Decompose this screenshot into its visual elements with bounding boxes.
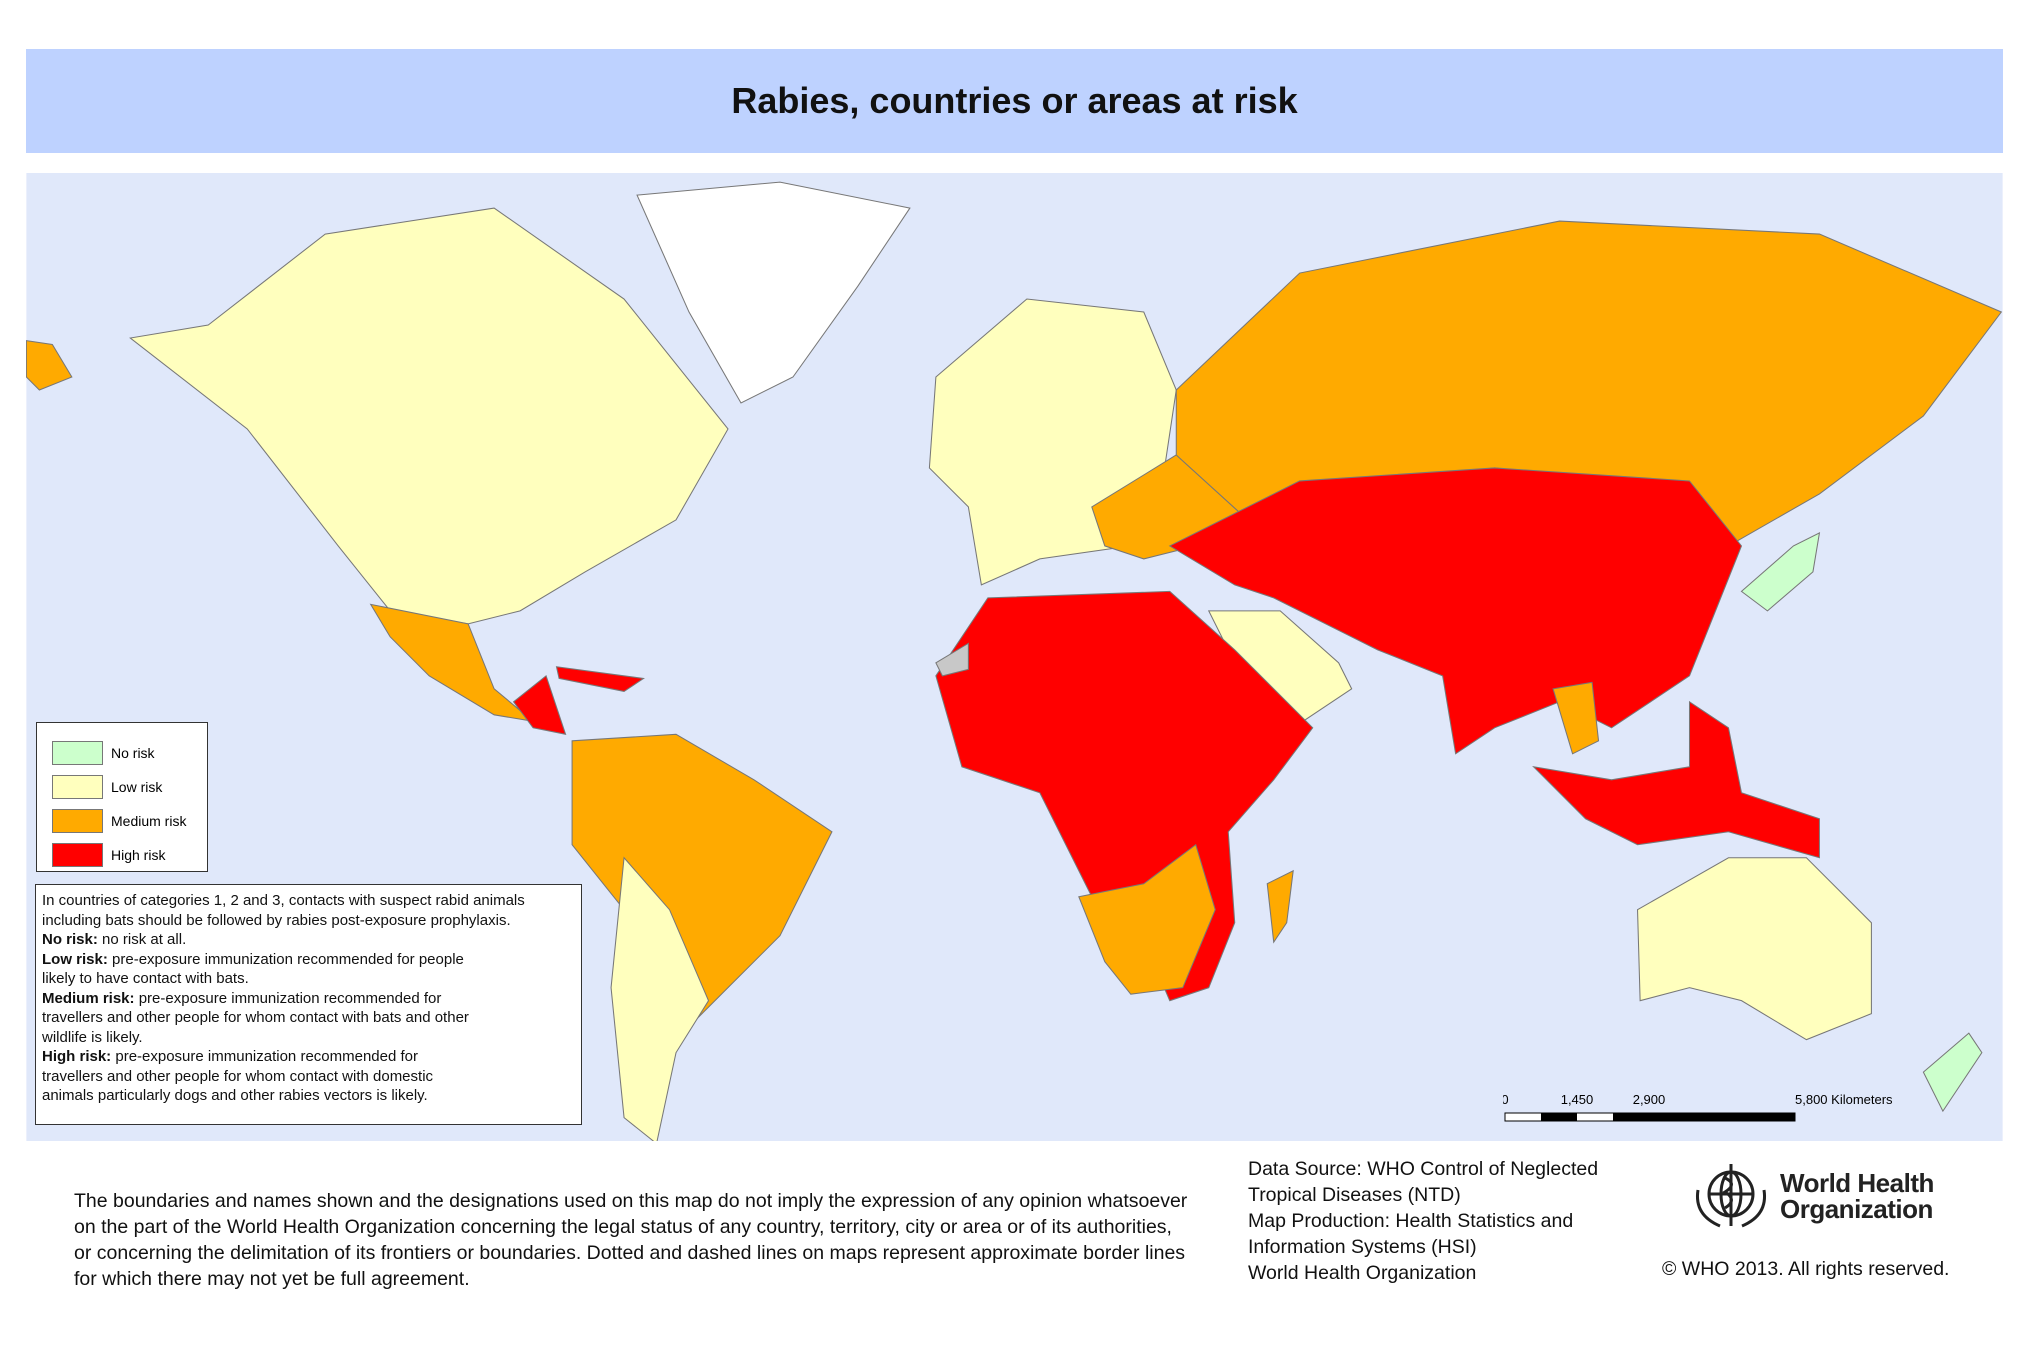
region-medium	[1266, 869, 1294, 944]
note-term: High risk:	[42, 1048, 112, 1065]
note-term: Medium risk:	[42, 989, 135, 1007]
note-item: High risk: pre-exposure immunization rec…	[42, 1047, 472, 1106]
legend-swatch	[52, 843, 103, 867]
org-name-line: Organization	[1780, 1194, 1933, 1224]
region-medium	[26, 340, 73, 391]
note-item: Medium risk: pre-exposure immunization r…	[42, 989, 472, 1048]
legend-label: High risk	[111, 847, 166, 863]
who-emblem	[1695, 1164, 1767, 1228]
legend-label: Low risk	[111, 779, 163, 795]
region-high	[555, 666, 645, 692]
region-high	[935, 590, 1314, 1002]
note-term: No risk:	[42, 931, 98, 948]
legend-label: Medium risk	[111, 813, 187, 829]
scale-bar-seg	[1649, 1113, 1795, 1121]
copyright: © WHO 2013. All rights reserved.	[1662, 1258, 1950, 1280]
legend-swatch	[52, 775, 103, 799]
region-high	[1532, 700, 1820, 859]
scale-bar-seg	[1613, 1113, 1649, 1121]
org-name: World Health Organization	[1780, 1170, 1934, 1222]
note-term: Low risk:	[42, 950, 108, 968]
who-logo: World Health Organization	[1690, 1160, 1934, 1232]
note-item: No risk: no risk at all.	[42, 930, 472, 950]
legend-swatch	[52, 809, 103, 833]
countries	[26, 181, 2003, 1141]
legend-label: No risk	[111, 745, 155, 761]
note-text: pre-exposure immunization recommended fo…	[42, 950, 464, 988]
region-none	[1922, 1032, 1983, 1113]
greenland	[636, 181, 911, 404]
legend: No risk Low risk Medium risk High risk	[36, 722, 208, 872]
source-line: Tropical Diseases (NTD)	[1248, 1184, 1461, 1206]
legend-swatch	[52, 741, 103, 765]
scale-label: 1,450	[1561, 1092, 1594, 1107]
region-none	[1740, 531, 1821, 612]
source-line: Map Production: Health Statistics and	[1248, 1210, 1574, 1232]
scale-label: 0	[1503, 1092, 1509, 1107]
region-low	[610, 856, 710, 1141]
region-no-data	[935, 642, 969, 677]
scale-label: 5,800 Kilometers	[1795, 1092, 1893, 1107]
source-line: Information Systems (HSI)	[1248, 1236, 1477, 1258]
data-source: Data Source: WHO Control of Neglected Tro…	[1248, 1156, 1598, 1286]
legend-item: High risk	[52, 838, 207, 872]
region-low	[1636, 857, 1872, 1041]
map-title: Rabies, countries or areas at risk	[731, 80, 1298, 121]
region-medium	[1552, 681, 1600, 755]
notes-intro: In countries of categories 1, 2 and 3, c…	[42, 892, 525, 929]
scale-label: 2,900	[1633, 1092, 1666, 1107]
region-medium	[571, 733, 833, 1041]
org-name-line: World Health	[1780, 1168, 1934, 1198]
title-bar: Rabies, countries or areas at risk	[26, 49, 2003, 153]
region-medium	[369, 603, 535, 723]
source-line: World Health Organization	[1248, 1262, 1477, 1284]
region-high	[512, 674, 567, 735]
notes: In countries of categories 1, 2 and 3, c…	[35, 884, 582, 1125]
scale-bar: 0 1,450 2,900 5,800 Kilometers	[1503, 1092, 1893, 1122]
legend-item: No risk	[52, 736, 207, 770]
legend-item: Medium risk	[52, 804, 207, 838]
note-text: pre-exposure immunization recommended fo…	[42, 1048, 434, 1104]
disclaimer: The boundaries and names shown and the d…	[74, 1190, 1188, 1290]
note-item: Low risk: pre-exposure immunization reco…	[42, 950, 472, 989]
region-low	[129, 207, 729, 625]
source-line: Data Source: WHO Control of Neglected	[1248, 1158, 1599, 1180]
region-medium	[1078, 843, 1216, 995]
scale-bar-seg	[1541, 1113, 1577, 1121]
note-text: pre-exposure immunization recommended fo…	[42, 989, 469, 1046]
note-text: no risk at all.	[102, 931, 187, 948]
legend-item: Low risk	[52, 770, 207, 804]
